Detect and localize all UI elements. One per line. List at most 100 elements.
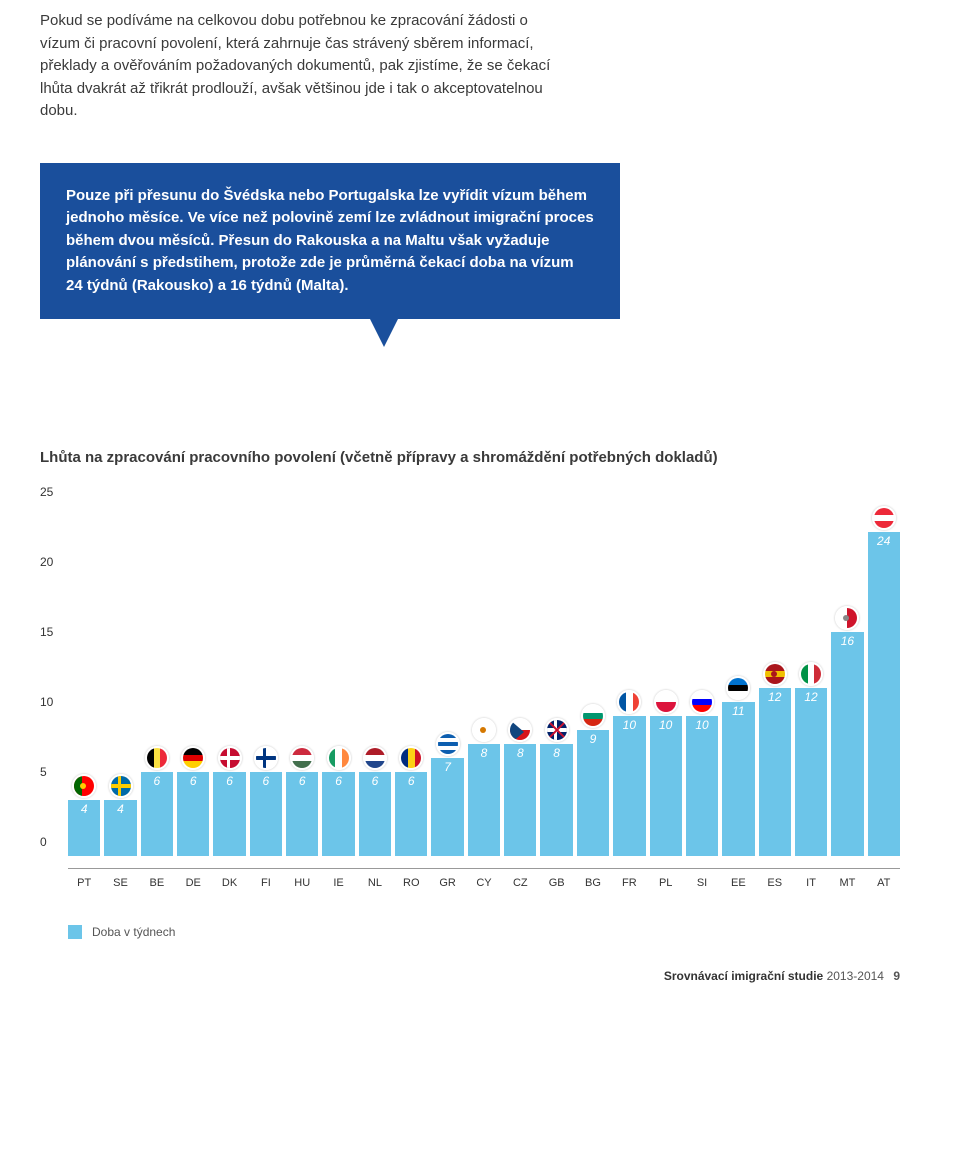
bar-gb: 8 [540,506,572,856]
bar-rect: 8 [504,744,536,856]
bar-rect: 6 [395,772,427,856]
bar-rect: 6 [322,772,354,856]
intro-paragraph: Pokud se podíváme na celkovou dobu potře… [40,10,560,123]
chart-plot: 0510152025 44666666667888910101011121216… [68,506,900,856]
y-tick-label: 25 [40,485,53,499]
legend-swatch [68,925,82,939]
bar-se: 4 [104,506,136,856]
flag-icon-se [109,774,133,798]
bar-rect: 10 [650,716,682,856]
flag-icon-gb [545,718,569,742]
bar-value-label: 8 [468,746,500,760]
bar-value-label: 10 [613,718,645,732]
bar-be: 6 [141,506,173,856]
bar-value-label: 6 [141,774,173,788]
x-tick-label: SI [686,877,718,889]
x-tick-label: BG [577,877,609,889]
bar-rect: 16 [831,632,863,856]
bar-it: 12 [795,506,827,856]
y-tick-label: 0 [40,835,47,849]
x-tick-label: FI [250,877,282,889]
bar-value-label: 4 [104,802,136,816]
bar-value-label: 11 [722,704,754,718]
bar-cz: 8 [504,506,536,856]
bar-value-label: 6 [250,774,282,788]
bar-ro: 6 [395,506,427,856]
x-tick-label: DK [213,877,245,889]
legend-label: Doba v týdnech [92,925,175,939]
bar-rect: 6 [213,772,245,856]
bar-nl: 6 [359,506,391,856]
y-tick-label: 15 [40,625,53,639]
x-tick-label: BE [141,877,173,889]
flag-icon-pt [72,774,96,798]
flag-icon-be [145,746,169,770]
flag-icon-es [763,662,787,686]
bar-rect: 12 [759,688,791,856]
flag-icon-cy [472,718,496,742]
x-tick-label: IE [322,877,354,889]
legend: Doba v týdnech [68,925,900,939]
bar-ee: 11 [722,506,754,856]
flag-icon-it [799,662,823,686]
bar-value-label: 8 [504,746,536,760]
flag-icon-bg [581,704,605,728]
x-tick-label: MT [831,877,863,889]
flag-icon-pl [654,690,678,714]
x-tick-label: PT [68,877,100,889]
x-tick-label: DE [177,877,209,889]
bar-fr: 10 [613,506,645,856]
bar-mt: 16 [831,506,863,856]
flag-icon-nl [363,746,387,770]
footer-years: 2013-2014 [827,969,884,983]
x-tick-label: GR [431,877,463,889]
bar-value-label: 9 [577,732,609,746]
bar-value-label: 6 [359,774,391,788]
bar-value-label: 7 [431,760,463,774]
bar-value-label: 6 [213,774,245,788]
y-tick-label: 5 [40,765,47,779]
bar-rect: 24 [868,532,900,856]
bar-value-label: 6 [395,774,427,788]
callout-text: Pouze při přesunu do Švédska nebo Portug… [40,163,620,320]
callout-tail [370,319,398,347]
x-tick-label: RO [395,877,427,889]
x-tick-label: CY [468,877,500,889]
flag-icon-cz [508,718,532,742]
bar-rect: 10 [613,716,645,856]
x-tick-label: HU [286,877,318,889]
bar-rect: 9 [577,730,609,856]
bar-rect: 10 [686,716,718,856]
flag-icon-fr [617,690,641,714]
x-tick-label: FR [613,877,645,889]
bar-value-label: 10 [650,718,682,732]
bar-value-label: 4 [68,802,100,816]
bar-es: 12 [759,506,791,856]
footer-title: Srovnávací imigrační studie [664,969,823,983]
bar-value-label: 16 [831,634,863,648]
bar-rect: 12 [795,688,827,856]
flag-icon-si [690,690,714,714]
bar-pt: 4 [68,506,100,856]
flag-icon-mt [835,606,859,630]
bar-pl: 10 [650,506,682,856]
bar-rect: 6 [177,772,209,856]
footer: Srovnávací imigrační studie 2013-2014 9 [40,969,900,983]
flag-icon-ie [327,746,351,770]
bar-hu: 6 [286,506,318,856]
y-tick-label: 20 [40,555,53,569]
bar-rect: 8 [468,744,500,856]
bar-bg: 9 [577,506,609,856]
flag-icon-de [181,746,205,770]
x-tick-label: ES [759,877,791,889]
x-tick-label: GB [540,877,572,889]
bar-value-label: 6 [286,774,318,788]
flag-icon-ee [726,676,750,700]
bar-rect: 6 [286,772,318,856]
bar-ie: 6 [322,506,354,856]
bar-cy: 8 [468,506,500,856]
flag-icon-fi [254,746,278,770]
x-tick-label: CZ [504,877,536,889]
bar-rect: 6 [359,772,391,856]
bar-si: 10 [686,506,718,856]
